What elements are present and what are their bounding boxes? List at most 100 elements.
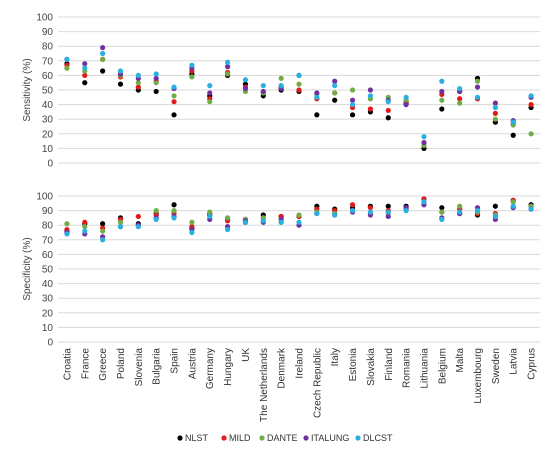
point-dlcst-specificity xyxy=(224,226,231,233)
point-italung-sensitivity xyxy=(349,97,356,103)
legend-entry: NLST xyxy=(185,433,209,443)
y-tick-label: 30 xyxy=(42,294,54,305)
point-nlst-sensitivity xyxy=(82,80,88,86)
point-dante-specificity xyxy=(439,209,445,215)
point-italung-sensitivity xyxy=(207,90,213,96)
point-dlcst-sensitivity xyxy=(296,72,302,78)
point-mild-sensitivity xyxy=(492,110,498,116)
point-nlst-specificity xyxy=(171,202,177,208)
point-dlcst-specificity xyxy=(278,219,284,225)
category-label: Belgium xyxy=(437,348,448,384)
y-tick-label: 40 xyxy=(42,279,54,290)
point-mild-sensitivity xyxy=(171,99,177,105)
point-dlcst-specificity xyxy=(385,209,391,215)
point-dlcst-specificity xyxy=(457,209,463,215)
category-label: Czech Republic xyxy=(312,348,323,418)
point-mild-sensitivity xyxy=(385,107,391,114)
point-dlcst-specificity xyxy=(403,208,409,214)
point-dlcst-specificity xyxy=(189,229,195,236)
point-italung-sensitivity xyxy=(492,100,498,106)
y-tick-label: 50 xyxy=(42,86,54,97)
category-label: Spain xyxy=(170,348,181,374)
legend-marker-italung xyxy=(303,435,309,441)
point-dante-sensitivity xyxy=(135,80,141,86)
legend-entry: DANTE xyxy=(267,433,298,443)
point-dante-specificity xyxy=(100,228,106,234)
point-italung-sensitivity xyxy=(260,88,266,95)
category-label: Sweden xyxy=(491,348,502,384)
category-label: Finland xyxy=(384,348,395,381)
legend-entry: ITALUNG xyxy=(311,433,349,443)
point-dante-specificity xyxy=(64,221,70,227)
point-dlcst-specificity xyxy=(296,219,302,225)
point-nlst-specificity xyxy=(439,205,445,211)
point-mild-specificity xyxy=(135,213,141,220)
point-nlst-sensitivity xyxy=(117,81,124,87)
y-tick-label: 60 xyxy=(42,250,54,261)
category-label: Slovakia xyxy=(366,348,377,386)
point-dante-specificity xyxy=(457,203,463,209)
point-dlcst-specificity xyxy=(100,237,106,243)
point-dante-sensitivity xyxy=(296,81,302,87)
point-dlcst-specificity xyxy=(439,216,445,222)
point-italung-sensitivity xyxy=(332,78,338,84)
point-mild-specificity xyxy=(367,205,374,211)
point-dlcst-specificity xyxy=(332,212,338,218)
point-dante-sensitivity xyxy=(332,90,338,96)
specificity-panel: 0 10 20 30 40 50 60 70 80 90 100 Specificity (%) xyxy=(22,192,540,349)
point-dlcst-specificity xyxy=(492,213,498,220)
point-mild-sensitivity xyxy=(528,102,534,108)
category-label: Luxembourg xyxy=(473,348,484,404)
point-dlcst-sensitivity xyxy=(385,99,391,105)
point-dante-specificity xyxy=(117,219,124,225)
point-dlcst-specificity xyxy=(242,219,249,225)
point-nlst-specificity xyxy=(385,203,391,209)
point-italung-sensitivity xyxy=(242,85,249,92)
point-dante-sensitivity xyxy=(492,116,498,122)
point-dlcst-sensitivity xyxy=(474,94,481,100)
point-dlcst-specificity xyxy=(171,215,177,221)
point-dlcst-sensitivity xyxy=(135,72,141,78)
point-italung-specificity xyxy=(385,213,391,220)
category-label: Bulgaria xyxy=(152,348,163,385)
point-dlcst-sensitivity xyxy=(189,62,195,68)
point-dlcst-sensitivity xyxy=(82,65,88,71)
point-nlst-sensitivity xyxy=(332,97,338,103)
category-label: Romania xyxy=(402,348,413,388)
category-label: France xyxy=(80,348,91,380)
category-label: Ireland xyxy=(295,348,306,379)
point-nlst-sensitivity xyxy=(439,106,445,112)
point-dante-sensitivity xyxy=(171,93,177,99)
point-nlst-sensitivity xyxy=(314,112,320,118)
point-dante-sensitivity xyxy=(207,99,213,105)
point-mild-specificity xyxy=(82,219,88,225)
point-nlst-sensitivity xyxy=(100,68,106,74)
point-dlcst-sensitivity xyxy=(64,56,70,62)
y-tick-label: 90 xyxy=(42,206,54,217)
y-tick-label: 70 xyxy=(42,56,54,67)
point-dante-sensitivity xyxy=(278,75,284,81)
point-dlcst-specificity xyxy=(117,224,124,230)
category-label: Cyprus xyxy=(527,348,538,380)
point-dlcst-specificity xyxy=(260,218,266,224)
sensitivity-panel: 0 10 20 30 40 50 60 70 80 90 100 Sensitivity (%) xyxy=(22,13,540,170)
point-dlcst-specificity xyxy=(528,206,534,212)
y-tick-label: 10 xyxy=(42,323,54,334)
point-mild-sensitivity xyxy=(296,87,302,93)
point-dlcst-sensitivity xyxy=(153,71,159,77)
point-dlcst-specificity xyxy=(153,216,159,222)
point-dante-specificity xyxy=(171,208,177,214)
category-label: Poland xyxy=(116,348,127,379)
point-dlcst-specificity xyxy=(207,213,213,220)
point-dlcst-sensitivity xyxy=(171,84,177,90)
category-label: Estonia xyxy=(348,348,359,382)
point-italung-sensitivity xyxy=(153,75,159,81)
point-dlcst-sensitivity xyxy=(100,50,106,57)
legend: NLST MILD DANTE ITALUNG DLCST xyxy=(177,433,393,443)
point-dlcst-specificity xyxy=(64,231,70,237)
point-dlcst-sensitivity xyxy=(457,85,463,92)
y-tick-label: 90 xyxy=(42,27,54,38)
point-dlcst-sensitivity xyxy=(421,134,427,140)
legend-marker-mild xyxy=(221,435,227,441)
